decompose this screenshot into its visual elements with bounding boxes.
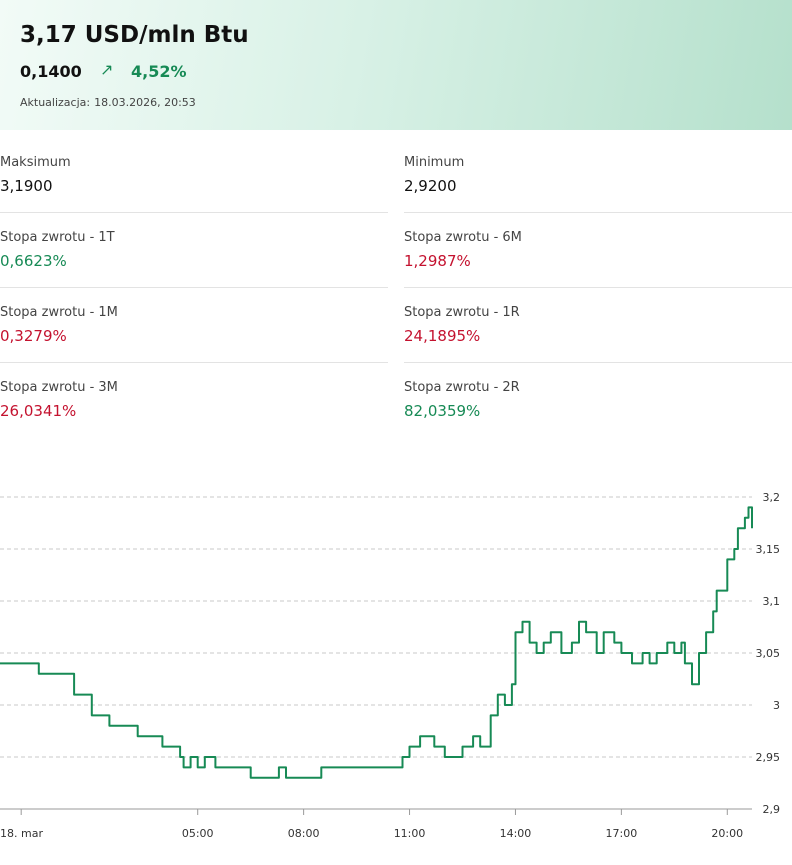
- divider: [0, 362, 388, 363]
- stat-label: Stopa zwrotu - 6M: [404, 230, 522, 245]
- divider: [404, 362, 792, 363]
- current-price: 3,17 USD/mln Btu: [20, 22, 249, 48]
- last-update-value: 18.03.2026, 20:53: [94, 96, 196, 109]
- price-chart[interactable]: 3,2 3,15 3,1 3,05 3 2,95 2,9 18. mar 05:00 08:00…: [0, 470, 792, 865]
- x-tick-label: 05:00: [182, 827, 214, 840]
- stat-return-1y: Stopa zwrotu - 1R 24,1895%: [404, 280, 792, 354]
- stat-minimum: Minimum 2,9200: [404, 130, 792, 204]
- x-tick-label: 18. mar: [0, 827, 43, 840]
- stat-label: Stopa zwrotu - 1R: [404, 305, 520, 320]
- quote-header: 3,17 USD/mln Btu 0,1400 ↗ 4,52% Aktualiz…: [0, 0, 792, 130]
- stat-value: 1,2987%: [404, 252, 471, 270]
- price-chart-svg: 3,2 3,15 3,1 3,05 3 2,95 2,9 18. mar 05:00 08:00…: [0, 491, 781, 840]
- x-tick-label: 17:00: [606, 827, 638, 840]
- price-series: [0, 506, 753, 779]
- y-tick-label: 3: [773, 699, 780, 712]
- stat-value: 0,3279%: [0, 327, 67, 345]
- y-tick-label: 3,15: [756, 543, 781, 556]
- stat-label: Stopa zwrotu - 3M: [0, 380, 118, 395]
- price-change-percent: 4,52%: [131, 62, 187, 81]
- price-line: [0, 506, 753, 779]
- price-change-absolute: 0,1400: [20, 62, 82, 81]
- stat-value: 3,1900: [0, 177, 53, 195]
- y-tick-label: 2,95: [756, 751, 781, 764]
- divider: [404, 212, 792, 213]
- x-tick-label: 08:00: [288, 827, 320, 840]
- stat-value: 24,1895%: [404, 327, 481, 345]
- x-axis-ticks: 18. mar 05:00 08:00 11:00 14:00 17:00 20:00: [0, 809, 743, 840]
- divider: [404, 287, 792, 288]
- y-tick-label: 2,9: [763, 803, 781, 816]
- arrow-up-right-icon: ↗: [100, 60, 114, 79]
- last-update: Aktualizacja: 18.03.2026, 20:53: [20, 96, 200, 109]
- stat-label: Stopa zwrotu - 1T: [0, 230, 115, 245]
- stat-label: Stopa zwrotu - 2R: [404, 380, 520, 395]
- y-tick-label: 3,2: [763, 491, 781, 504]
- x-tick-label: 11:00: [394, 827, 426, 840]
- divider: [0, 287, 388, 288]
- y-tick-label: 3,1: [763, 595, 781, 608]
- stat-maximum: Maksimum 3,1900: [0, 130, 388, 204]
- stat-value: 0,6623%: [0, 252, 67, 270]
- stat-label: Maksimum: [0, 155, 71, 170]
- y-tick-label: 3,05: [756, 647, 781, 660]
- stat-value: 26,0341%: [0, 402, 77, 420]
- stat-return-6m: Stopa zwrotu - 6M 1,2987%: [404, 205, 792, 279]
- stat-value: 82,0359%: [404, 402, 481, 420]
- stat-return-1m: Stopa zwrotu - 1M 0,3279%: [0, 280, 388, 354]
- y-axis-ticks: 3,2 3,15 3,1 3,05 3 2,95 2,9: [756, 491, 781, 816]
- last-update-label: Aktualizacja:: [20, 96, 91, 109]
- divider: [0, 212, 388, 213]
- x-tick-label: 20:00: [711, 827, 743, 840]
- stat-return-1w: Stopa zwrotu - 1T 0,6623%: [0, 205, 388, 279]
- stat-return-3m: Stopa zwrotu - 3M 26,0341%: [0, 355, 388, 429]
- chart-grid: [0, 496, 752, 810]
- stat-return-2y: Stopa zwrotu - 2R 82,0359%: [404, 355, 792, 429]
- stat-label: Stopa zwrotu - 1M: [0, 305, 118, 320]
- stats-grid: Maksimum 3,1900 Minimum 2,9200 Stopa zwr…: [0, 130, 792, 430]
- stat-value: 2,9200: [404, 177, 457, 195]
- x-tick-label: 14:00: [500, 827, 532, 840]
- stat-label: Minimum: [404, 155, 465, 170]
